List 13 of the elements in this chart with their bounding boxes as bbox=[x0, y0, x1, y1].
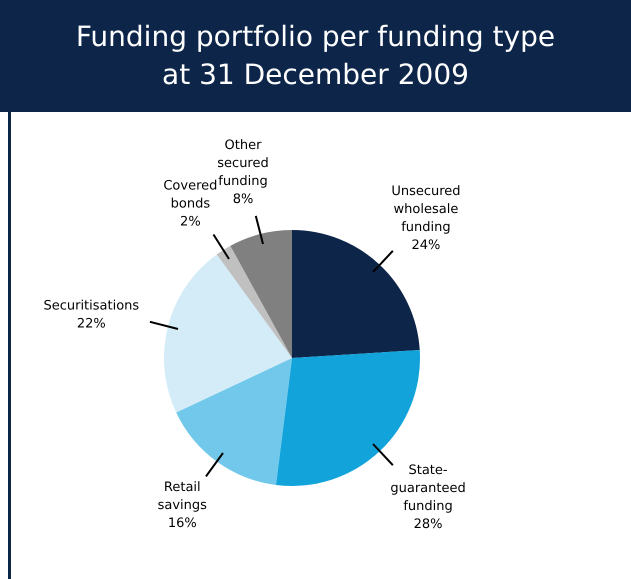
slice-label: Other secured funding bbox=[217, 138, 269, 190]
chart-title: Funding portfolio per funding type at 31 December 2009 bbox=[0, 0, 631, 112]
data-label: 28% bbox=[414, 516, 442, 532]
data-label: 2% bbox=[180, 214, 201, 230]
slice-label: Retail savings bbox=[158, 480, 208, 513]
slice-label: Unsecured wholesale funding bbox=[391, 184, 461, 235]
data-label: 8% bbox=[232, 192, 254, 208]
data-label: 24% bbox=[411, 238, 440, 253]
slice-label: Covered bonds bbox=[163, 178, 218, 212]
slice-label: State-guaranteed funding bbox=[390, 462, 466, 514]
slice-label: Securitisations bbox=[43, 298, 140, 314]
data-label: 16% bbox=[168, 516, 197, 531]
data-label: 22% bbox=[76, 316, 106, 332]
